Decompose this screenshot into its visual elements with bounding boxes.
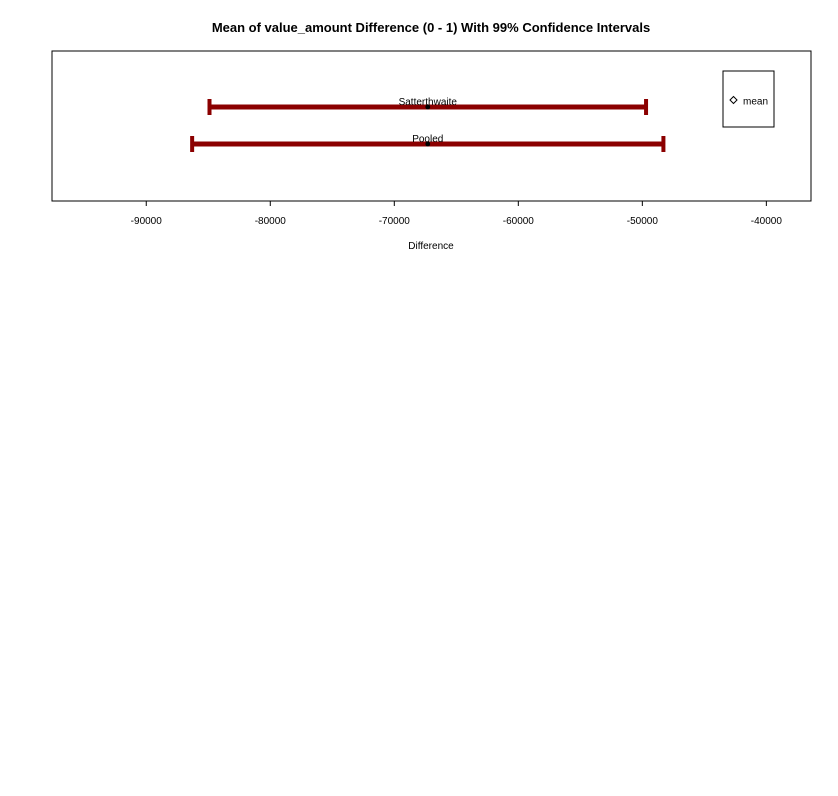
- x-tick-label: -80000: [255, 216, 287, 227]
- x-tick-label: -60000: [503, 216, 535, 227]
- ci-mean-point: [425, 104, 431, 110]
- ci-mean-point: [425, 141, 431, 147]
- legend-mean-diamond-icon: [729, 95, 738, 105]
- chart-title: Mean of value_amount Difference (0 - 1) …: [212, 20, 650, 35]
- x-tick-label: -90000: [131, 216, 163, 227]
- confidence-intervals: Satterthwaite Pooled: [190, 97, 666, 152]
- ci-label: Pooled: [412, 134, 443, 145]
- x-tick-label: -40000: [751, 216, 783, 227]
- x-tick-label: -70000: [379, 216, 411, 227]
- x-axis: -90000 -80000 -70000 -60000 -50000 -40000: [131, 201, 783, 227]
- legend-entry-mean: mean: [743, 97, 768, 108]
- legend: mean: [722, 70, 775, 128]
- ci-label: Satterthwaite: [399, 97, 458, 108]
- x-axis-label: Difference: [408, 241, 454, 252]
- plot-frame: [51, 50, 812, 202]
- x-tick-label: -50000: [627, 216, 659, 227]
